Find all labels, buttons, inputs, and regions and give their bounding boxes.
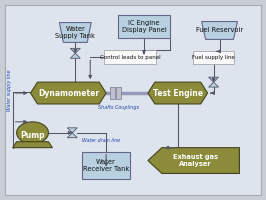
Text: Water drain line: Water drain line [82,138,120,143]
Ellipse shape [16,122,48,144]
Polygon shape [70,53,80,58]
Text: Water supply line: Water supply line [7,69,12,111]
Text: Water
Supply Tank: Water Supply Tank [55,26,95,39]
FancyBboxPatch shape [116,87,121,99]
Text: Shafts Couplings: Shafts Couplings [98,105,139,110]
Polygon shape [70,48,80,53]
FancyBboxPatch shape [110,87,115,99]
Polygon shape [13,142,52,148]
Text: Pump: Pump [20,131,45,140]
Text: Control leads to panel: Control leads to panel [100,55,160,60]
Polygon shape [31,82,106,104]
Text: IC Engine
Display Panel: IC Engine Display Panel [122,20,166,33]
Text: Fuel supply line: Fuel supply line [192,55,235,60]
Text: Test Engine: Test Engine [153,89,203,98]
Polygon shape [67,128,77,133]
Text: Exhaust gas
Analyser: Exhaust gas Analyser [173,154,218,167]
Text: Fuel Reservoir: Fuel Reservoir [196,27,243,33]
Polygon shape [209,82,219,87]
Text: Water
Receiver Tank: Water Receiver Tank [83,159,129,172]
Polygon shape [202,22,238,39]
FancyBboxPatch shape [82,152,130,179]
Polygon shape [209,77,219,82]
Text: Dynamometer: Dynamometer [38,89,99,98]
FancyBboxPatch shape [5,5,261,195]
FancyBboxPatch shape [118,15,170,38]
FancyBboxPatch shape [193,51,234,64]
FancyBboxPatch shape [104,50,156,64]
Polygon shape [67,133,77,138]
Polygon shape [148,148,239,173]
Polygon shape [148,82,207,104]
Polygon shape [59,23,91,42]
